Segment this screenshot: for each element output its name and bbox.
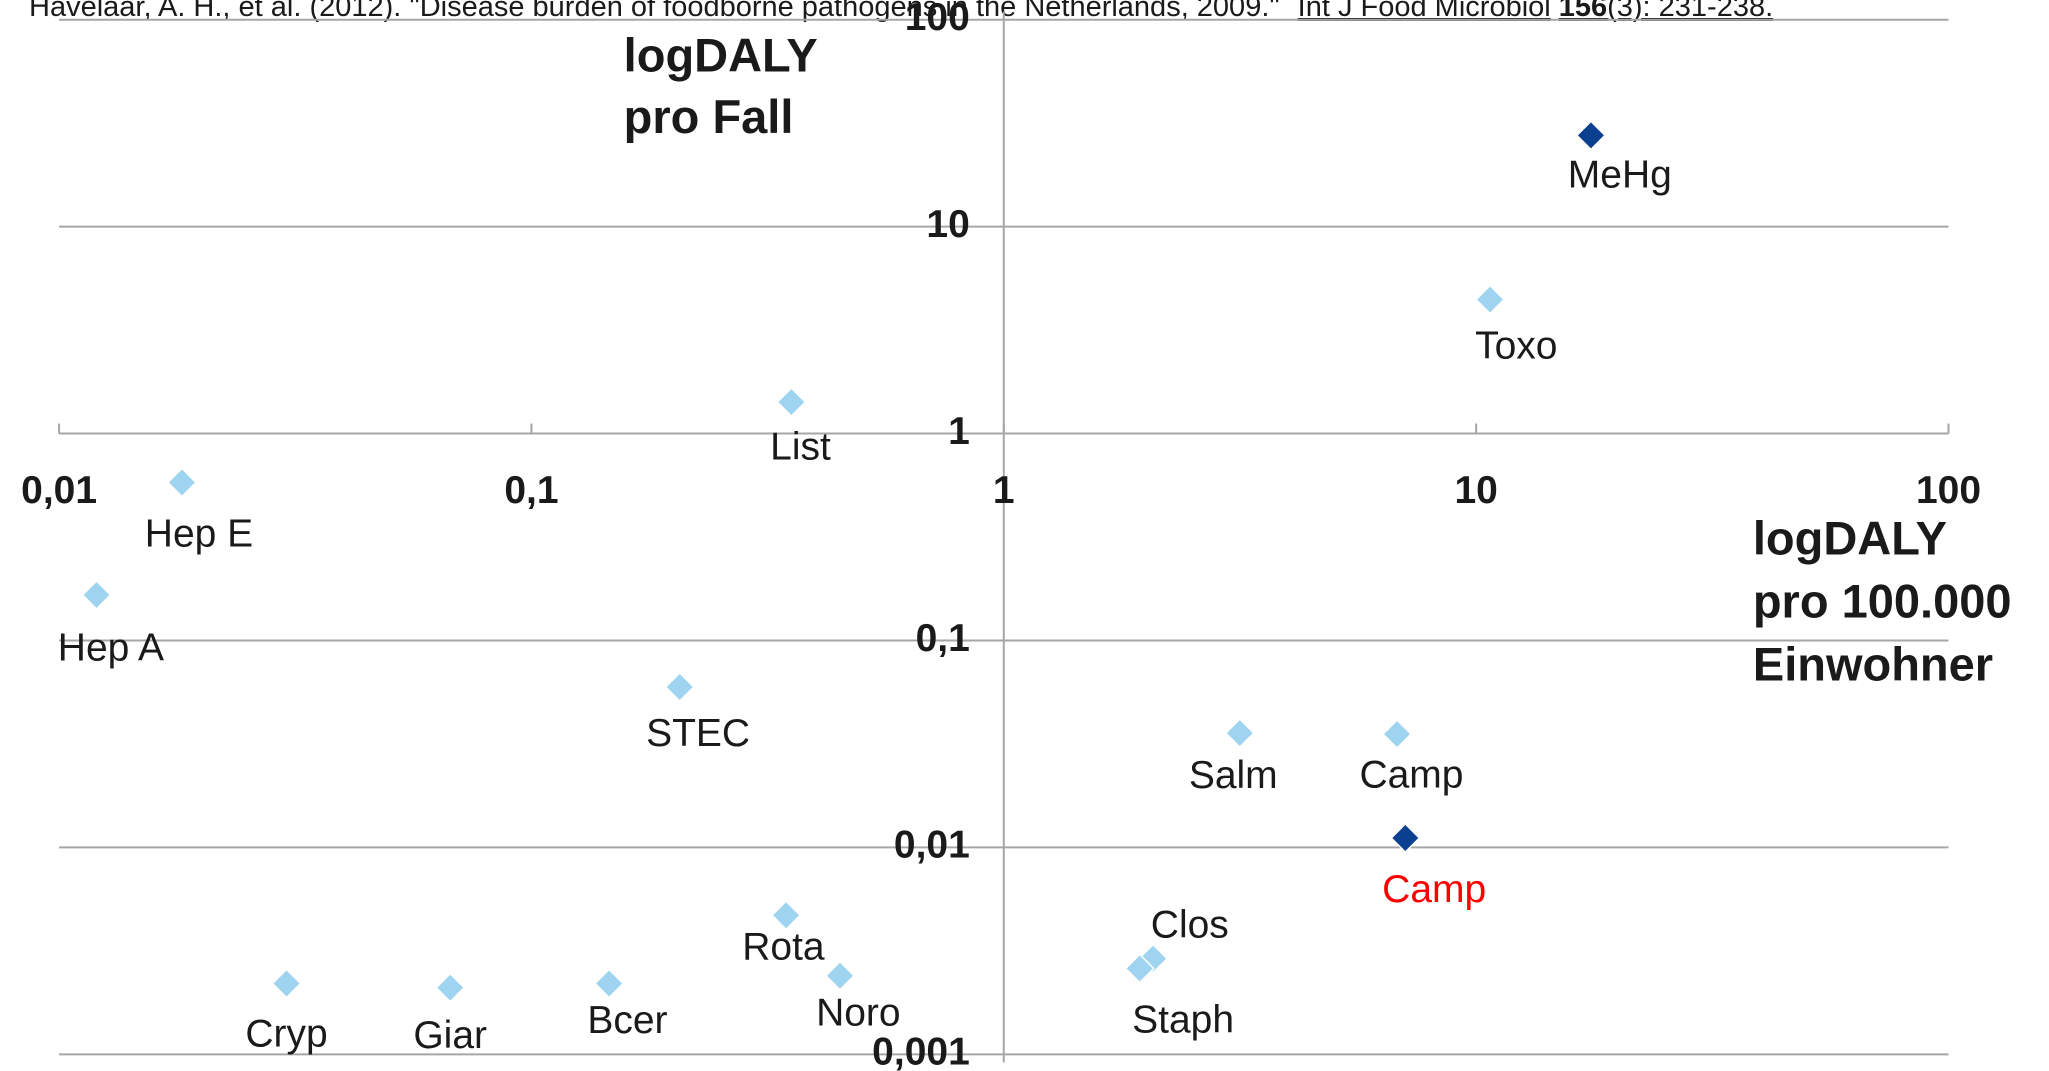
source-journal: Int J Food Microbiol <box>1298 0 1551 23</box>
point <box>824 960 856 991</box>
y-tick-label: 10 <box>926 203 969 246</box>
source-citation: Havelaar, A. H., et al. (2012). "Disease… <box>29 0 1773 23</box>
point <box>271 968 302 999</box>
point <box>1381 718 1413 750</box>
y-axis-label: logDALY <box>624 29 818 82</box>
point <box>1224 717 1255 749</box>
point-label: Noro <box>816 991 901 1034</box>
point-label: Hep E <box>145 513 253 556</box>
y-tick-label: 1 <box>948 410 970 453</box>
point-label: Bcer <box>587 999 667 1042</box>
x-tick-label: 0,1 <box>504 469 558 512</box>
point <box>166 467 197 498</box>
point-label: Rota <box>742 926 825 969</box>
x-axis-label: Einwohner <box>1753 638 1993 691</box>
x-tick-label: 10 <box>1454 469 1497 512</box>
point <box>81 579 112 610</box>
point-label: Giar <box>413 1014 487 1057</box>
point-label: Camp <box>1359 754 1463 797</box>
point <box>776 386 807 418</box>
y-tick-label: 0,01 <box>894 824 970 867</box>
point-label: Salm <box>1189 754 1278 797</box>
x-tick-label: 1 <box>993 469 1015 512</box>
point-label: Clos <box>1151 903 1229 946</box>
y-tick-label: 0,001 <box>872 1031 970 1071</box>
source-pages: (3): 231-238. <box>1607 0 1773 23</box>
point-label: MeHg <box>1568 154 1672 197</box>
point <box>594 968 625 999</box>
point-label: Toxo <box>1475 324 1557 367</box>
point <box>1390 822 1421 854</box>
point <box>1575 120 1607 151</box>
source-volume: 156 <box>1559 0 1607 23</box>
point-label: STEC <box>646 712 750 755</box>
point <box>664 671 695 703</box>
y-tick-label: 0,1 <box>916 617 970 660</box>
point <box>1474 284 1506 315</box>
point-label: Cryp <box>245 1012 327 1055</box>
point-label: Hep A <box>58 626 164 669</box>
point-label: Camp <box>1382 868 1486 911</box>
point <box>435 972 466 1003</box>
y-axis-label: pro Fall <box>624 90 794 143</box>
source-text: Havelaar, A. H., et al. (2012). "Disease… <box>29 0 1280 23</box>
x-tick-label: 100 <box>1916 469 1981 512</box>
point-label: List <box>770 426 831 469</box>
point <box>771 900 802 931</box>
point-label: Staph <box>1132 999 1234 1042</box>
x-axis-label: logDALY <box>1753 512 1947 565</box>
x-axis-label: pro 100.000 <box>1753 575 2012 628</box>
y-tick-label: 100 <box>905 0 970 39</box>
point <box>1124 953 1155 984</box>
x-tick-label: 0,01 <box>21 469 97 512</box>
